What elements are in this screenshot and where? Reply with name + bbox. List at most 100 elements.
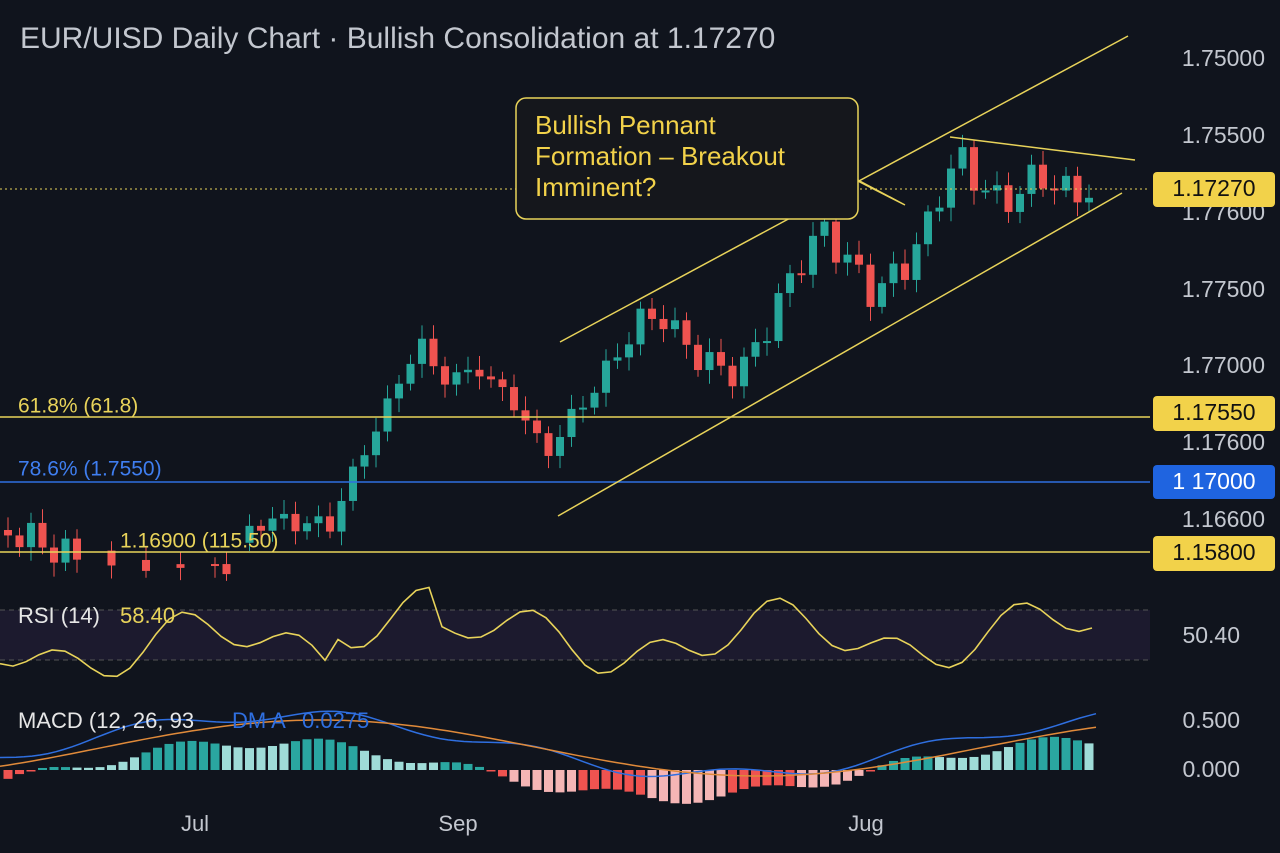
level-label: 61.8% (61.8) (18, 395, 138, 418)
macd-bar (325, 739, 335, 770)
macd-bar (774, 770, 783, 786)
candle-body (809, 235, 817, 275)
candle-body (1050, 188, 1059, 191)
macd-bar (509, 770, 519, 782)
candle-body (360, 455, 369, 467)
macd-bar (429, 762, 438, 770)
candle-body (751, 342, 760, 357)
macd-bar (383, 759, 392, 770)
candle-body (314, 516, 323, 524)
macd-label: MACD (12, 26, 93 (18, 708, 194, 733)
macd-bar (866, 770, 875, 772)
macd-bar (452, 762, 461, 770)
macd-histogram (3, 736, 1094, 804)
macd-bar (348, 746, 358, 770)
macd-bar (256, 747, 266, 770)
time-label: Jul (181, 811, 209, 836)
candle-body (326, 516, 334, 532)
macd-bar (1073, 740, 1082, 770)
candle-body (912, 244, 921, 280)
macd-bar (302, 739, 312, 770)
candle-body (659, 318, 668, 330)
macd-bar (130, 757, 139, 770)
candle-body (682, 320, 691, 345)
macd-bar (555, 770, 565, 793)
candle-body (1016, 193, 1024, 212)
price-tag-text: 1.17550 (1172, 399, 1255, 425)
candle-body (61, 538, 70, 563)
macd-bar (820, 770, 829, 787)
macd-bar (935, 757, 944, 770)
macd-bar (969, 756, 979, 770)
macd-bar (222, 745, 231, 770)
macd-axis-label: 0.500 (1182, 707, 1240, 733)
macd-bar (26, 770, 36, 772)
macd-bar (1027, 739, 1036, 770)
macd-bar (682, 770, 691, 804)
candle-body (521, 410, 530, 421)
price-label: 1.16600 (1182, 506, 1265, 532)
candle-body (797, 273, 806, 276)
callout-text: Formation – Breakout (535, 141, 786, 171)
macd-bar (72, 767, 82, 770)
candle-body (303, 523, 311, 532)
channel-lower (557, 192, 1123, 517)
macd-bar (406, 762, 415, 770)
level-label: 78.6% (1.7550) (18, 458, 162, 481)
macd-bar (889, 760, 898, 770)
candle-body (567, 408, 576, 437)
price-tag (1153, 536, 1275, 571)
macd-bar (95, 767, 105, 770)
macd-bar (578, 770, 588, 791)
candle-body (705, 352, 714, 371)
candle-body (4, 530, 12, 536)
candle-body (636, 308, 645, 345)
candle-body (50, 547, 58, 563)
candle-body (107, 550, 116, 566)
price-tag-text: 1.15800 (1172, 539, 1255, 565)
candle-body (855, 254, 863, 265)
candle-body (441, 366, 449, 385)
candle-body (1004, 185, 1013, 212)
candle-body (590, 392, 599, 408)
callout-text: Imminent? (535, 172, 656, 202)
candle-body (671, 320, 679, 330)
macd-bar (268, 746, 277, 770)
macd-bar (475, 766, 484, 770)
time-label: Jug (848, 811, 883, 836)
candle-body (613, 357, 622, 361)
candle-body (245, 525, 254, 543)
macd-bar (751, 770, 760, 787)
macd-bar (199, 741, 208, 770)
candle-body (981, 190, 990, 193)
candle-body (418, 338, 426, 364)
macd-bar (337, 742, 346, 770)
candle-body (510, 387, 518, 411)
rsi-band (0, 610, 1150, 660)
candle-body (1073, 175, 1082, 203)
macd-bar (958, 757, 967, 770)
macd-bar (693, 770, 703, 803)
macd-bar (877, 765, 887, 770)
macd-bar (567, 770, 576, 792)
candle-body (889, 263, 898, 284)
candle-body (556, 436, 564, 456)
macd-bar (1084, 743, 1094, 770)
price-label: 1.75000 (1182, 45, 1265, 71)
candle-body (533, 420, 541, 434)
macd-bar (3, 770, 13, 779)
candle-body (901, 263, 909, 280)
macd-bar (647, 770, 657, 799)
macd-bar (233, 747, 243, 770)
candle-body (337, 500, 346, 532)
macd-bar (118, 761, 128, 770)
candle-body (429, 338, 438, 367)
candle-body (372, 431, 380, 456)
macd-bar (808, 770, 818, 788)
macd-bar (992, 751, 1002, 770)
macd-bar (245, 748, 254, 770)
candle-body (958, 147, 967, 169)
macd-bar (1015, 742, 1025, 770)
candle-body (625, 344, 633, 358)
